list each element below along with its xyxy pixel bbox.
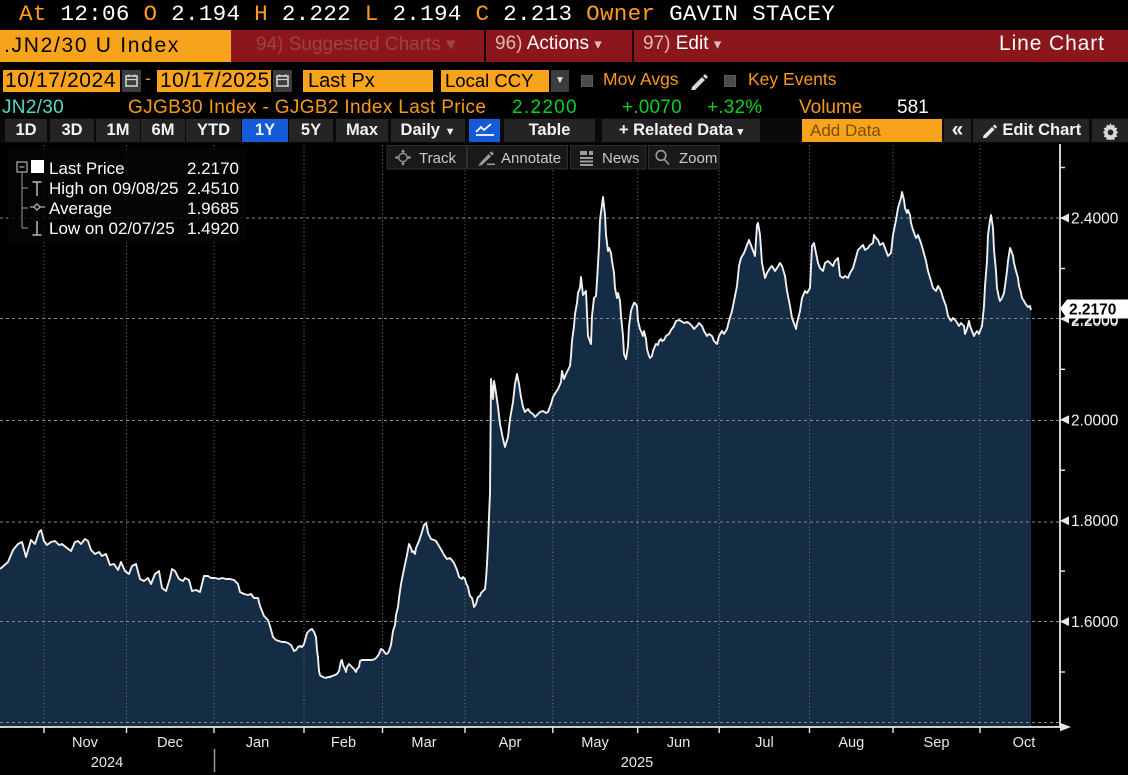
- svg-text:1.4920: 1.4920: [187, 219, 239, 238]
- svg-text:News: News: [602, 150, 640, 167]
- svg-text:May: May: [581, 735, 609, 751]
- svg-text:2025: 2025: [621, 755, 653, 771]
- svg-text:Feb: Feb: [331, 735, 356, 751]
- svg-text:Nov: Nov: [72, 735, 99, 751]
- svg-text:Aug: Aug: [838, 735, 864, 751]
- svg-text:Jan: Jan: [246, 735, 270, 751]
- svg-text:Apr: Apr: [499, 735, 522, 751]
- svg-text:Low on 02/07/25: Low on 02/07/25: [49, 219, 175, 238]
- svg-text:Last Price: Last Price: [49, 159, 125, 178]
- svg-text:Average: Average: [49, 199, 112, 218]
- svg-text:Sep: Sep: [924, 735, 950, 751]
- svg-text:1.6000: 1.6000: [1071, 614, 1119, 631]
- svg-text:High on 09/08/25: High on 09/08/25: [49, 179, 179, 198]
- svg-text:2.0000: 2.0000: [1071, 412, 1119, 429]
- svg-text:2.2170: 2.2170: [187, 159, 239, 178]
- svg-text:2.2170: 2.2170: [1069, 302, 1116, 319]
- svg-text:1.9685: 1.9685: [187, 199, 239, 218]
- svg-text:Dec: Dec: [157, 735, 183, 751]
- svg-text:Oct: Oct: [1013, 735, 1036, 751]
- svg-text:2024: 2024: [91, 755, 123, 771]
- svg-text:2.4510: 2.4510: [187, 179, 239, 198]
- svg-text:2.4000: 2.4000: [1071, 211, 1119, 228]
- svg-text:1.8000: 1.8000: [1071, 513, 1119, 530]
- svg-text:Jul: Jul: [755, 735, 774, 751]
- svg-text:Jun: Jun: [667, 735, 691, 751]
- svg-text:Zoom: Zoom: [679, 150, 717, 167]
- svg-text:Mar: Mar: [411, 735, 436, 751]
- svg-text:Track: Track: [419, 150, 456, 167]
- svg-text:Annotate: Annotate: [501, 150, 561, 167]
